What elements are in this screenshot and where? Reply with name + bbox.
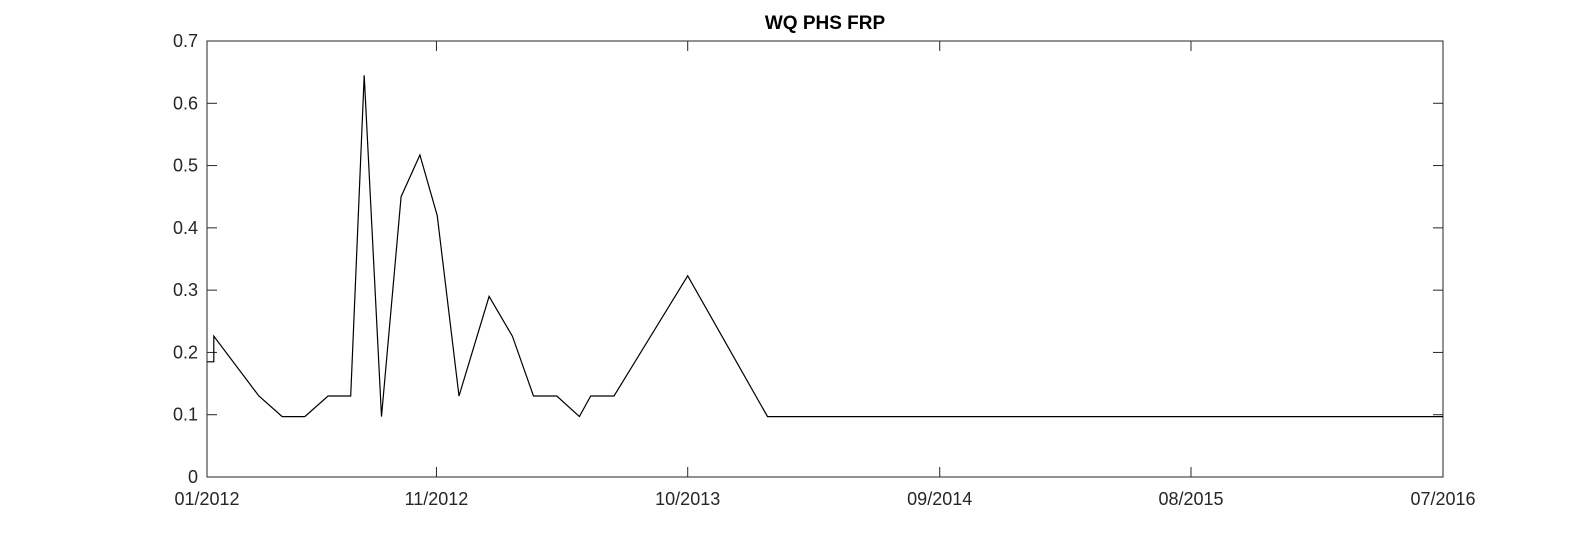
y-tick-label: 0.5 xyxy=(173,156,198,176)
y-tick-label: 0.3 xyxy=(173,280,198,300)
plot-axes-box xyxy=(206,40,1444,478)
y-tick-label: 0.2 xyxy=(173,342,198,362)
axis-ticks: 0 0.1 0.2 0.3 0.4 0.5 0.6 0.7 01/2012 11/2012 10/2… xyxy=(173,31,1476,509)
x-tick-label: 07/2016 xyxy=(1410,489,1475,509)
x-tick-label: 01/2012 xyxy=(174,489,239,509)
y-tick-label: 0.6 xyxy=(173,93,198,113)
x-tick-label: 11/2012 xyxy=(405,489,469,509)
y-tick-label: 0 xyxy=(188,467,198,487)
x-tick-label: 08/2015 xyxy=(1158,489,1223,509)
x-tick-label: 09/2014 xyxy=(907,489,972,509)
y-tick-label: 0.7 xyxy=(173,31,198,51)
series-line xyxy=(207,75,1443,418)
x-tick-label: 10/2013 xyxy=(655,489,720,509)
y-tick-label: 0.1 xyxy=(173,405,198,425)
y-tick-label: 0.4 xyxy=(173,218,198,238)
chart-title: WQ PHS FRP xyxy=(765,13,886,34)
data-lines xyxy=(207,75,1443,418)
